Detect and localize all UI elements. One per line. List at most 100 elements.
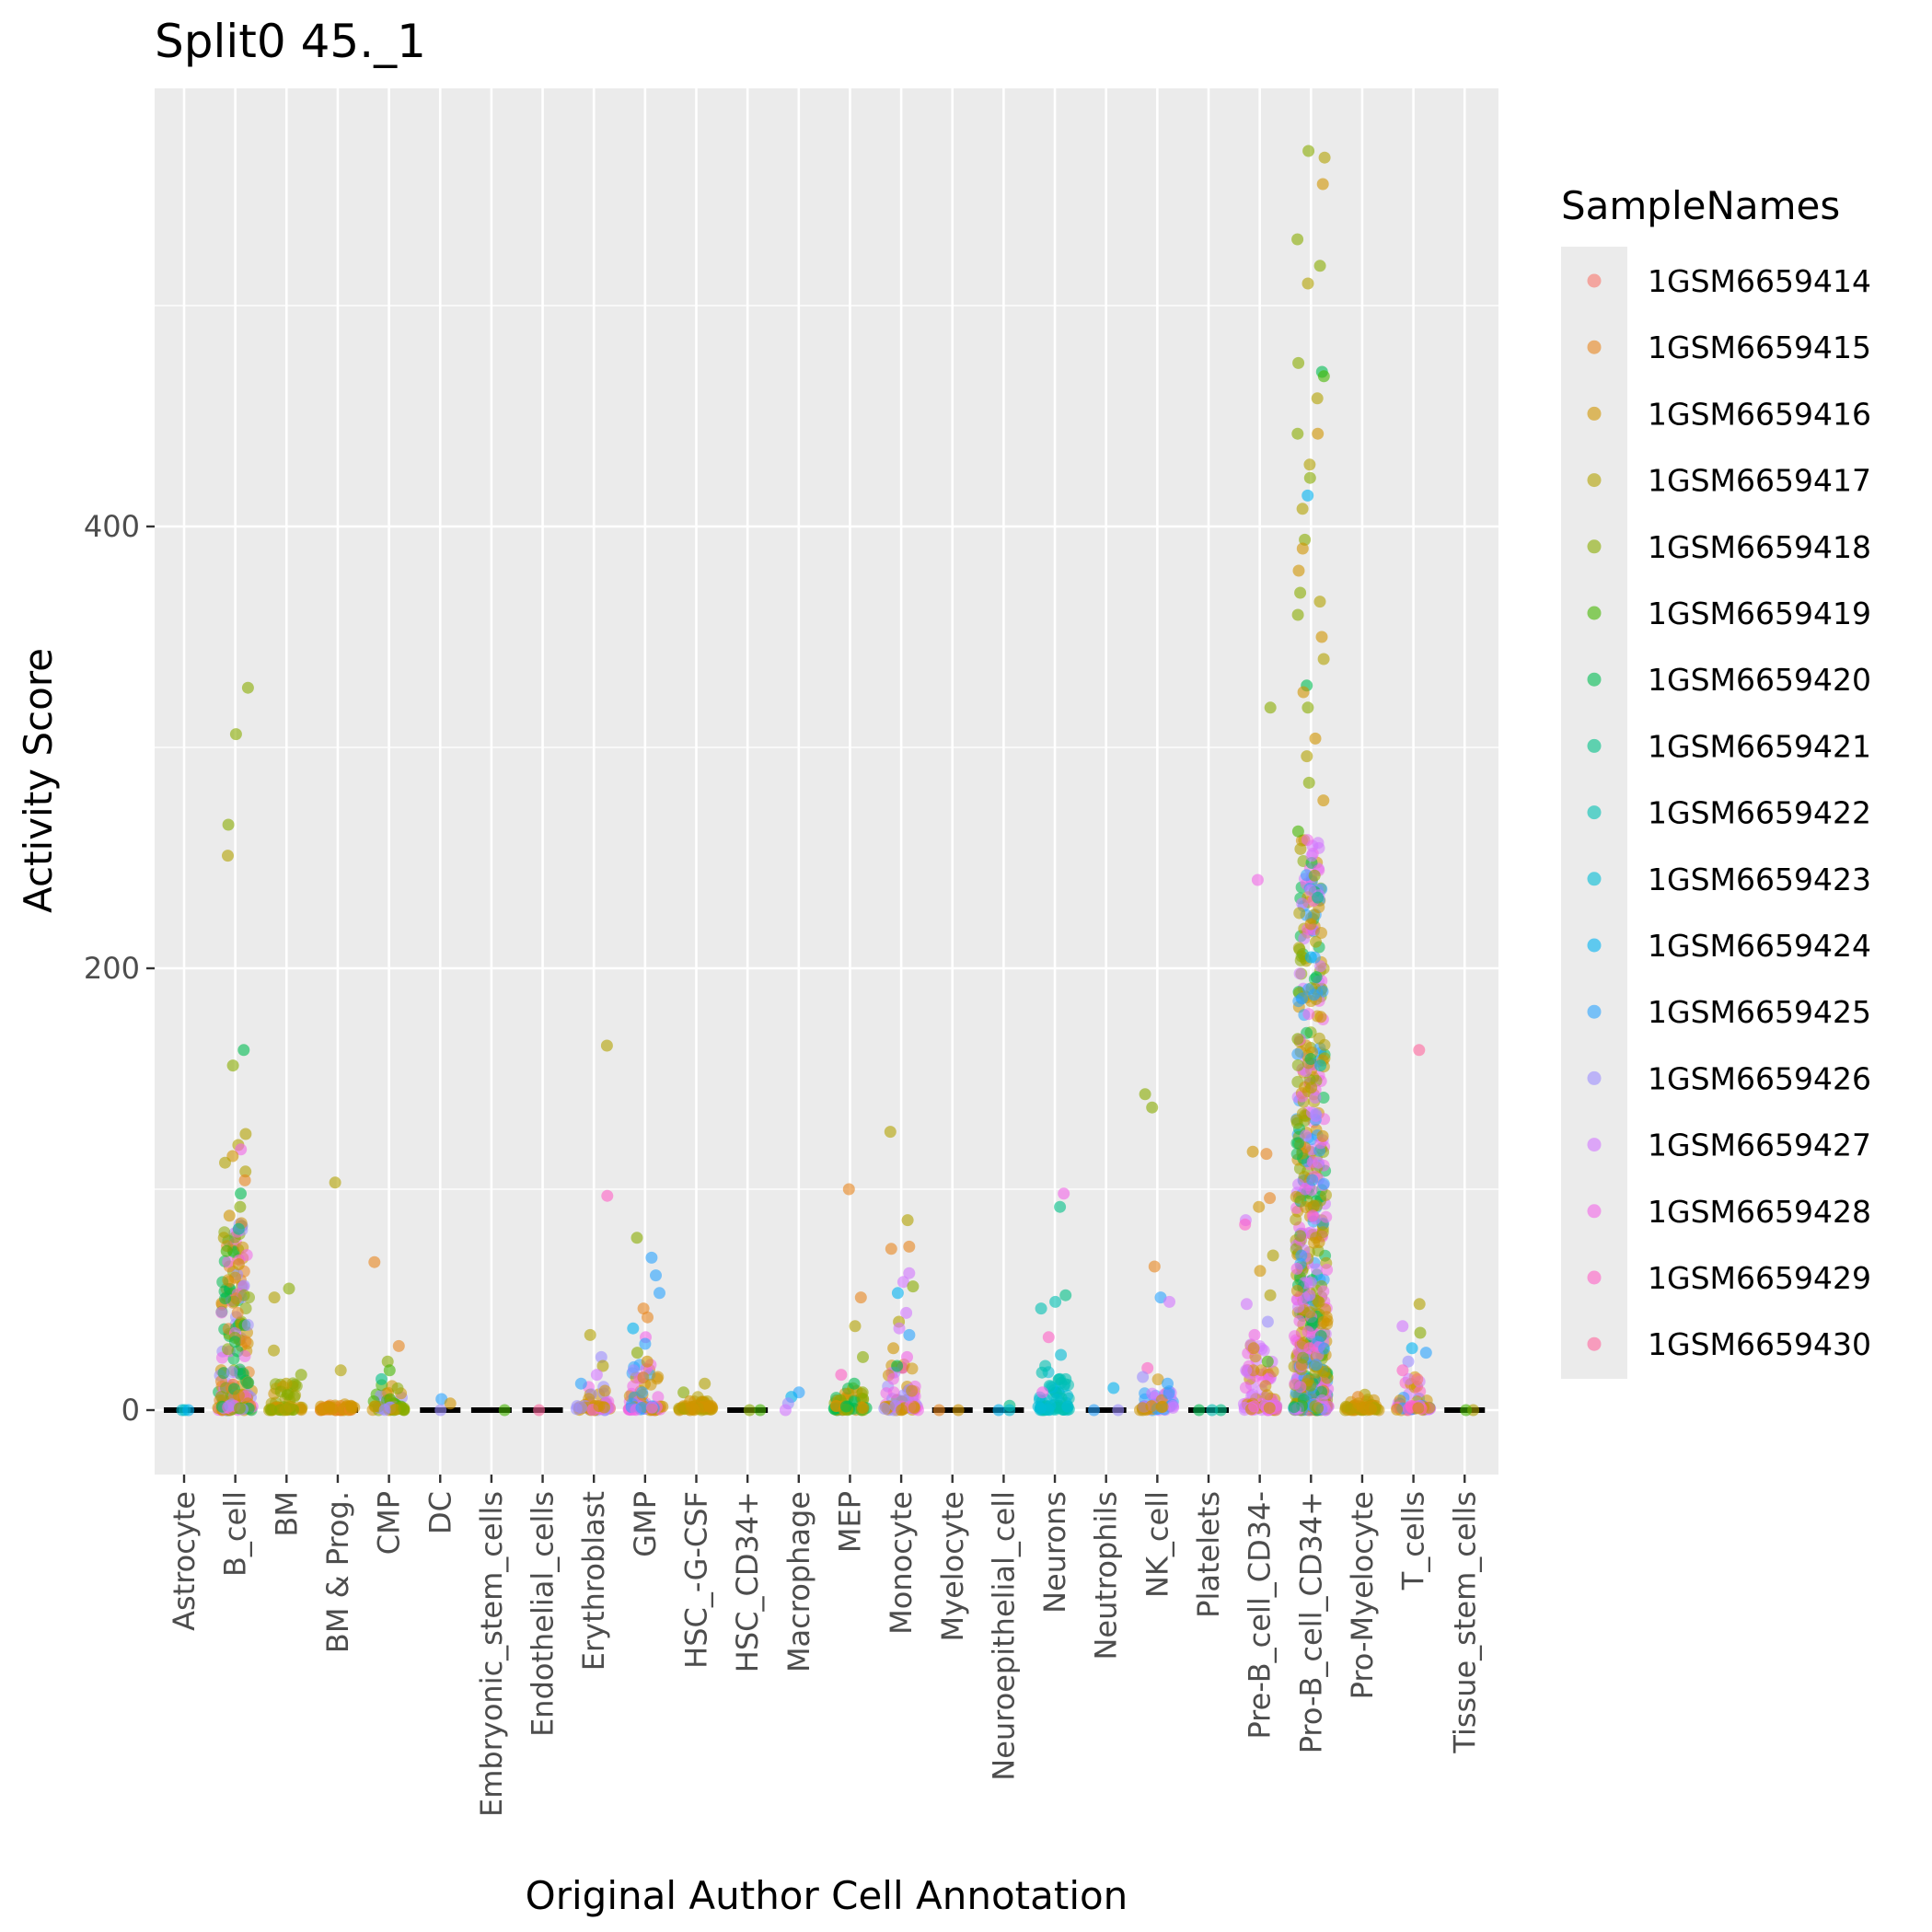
x-tick-label: Endothelial_cells (526, 1491, 561, 1737)
data-point (283, 1400, 296, 1413)
data-point (1301, 750, 1313, 763)
data-point (1312, 891, 1325, 904)
data-point (1291, 427, 1304, 440)
legend-key (1587, 738, 1602, 753)
data-point (1248, 1400, 1261, 1413)
data-point (1136, 1402, 1149, 1415)
data-point (1304, 1276, 1317, 1289)
x-tick-label: HSC_-G-CSF (679, 1491, 714, 1669)
data-point (650, 1269, 662, 1282)
data-point (1317, 1177, 1330, 1190)
data-point (1290, 1262, 1303, 1275)
data-point (636, 1386, 649, 1399)
data-point (217, 1232, 230, 1244)
x-tick-label: GMP (628, 1491, 663, 1557)
data-point (887, 1386, 900, 1399)
legend-label: 1GSM6659421 (1648, 728, 1871, 764)
data-point (235, 1187, 247, 1200)
data-point (1305, 850, 1318, 862)
legend-label: 1GSM6659414 (1648, 263, 1871, 299)
x-tick-label: Pro-B_cell_CD34+ (1293, 1491, 1328, 1753)
data-point (1301, 834, 1313, 847)
data-point (398, 1402, 411, 1415)
data-point (595, 1350, 607, 1363)
x-tick-label: B_cell (218, 1491, 253, 1577)
data-point (1296, 542, 1309, 555)
data-point (1316, 1226, 1329, 1239)
data-point (627, 1380, 640, 1393)
data-point (627, 1322, 640, 1335)
data-point (1290, 1213, 1302, 1226)
data-point (1167, 1401, 1179, 1414)
data-point (903, 1328, 916, 1341)
data-point (1003, 1404, 1016, 1417)
data-point (1290, 1293, 1303, 1306)
data-point (222, 850, 234, 862)
data-point (228, 1336, 241, 1348)
data-point (1293, 907, 1306, 920)
data-point (570, 1403, 583, 1416)
data-point (893, 1322, 906, 1335)
data-point (1315, 927, 1327, 939)
data-point (1058, 1187, 1070, 1200)
chart-title: Split0 45._1 (155, 15, 426, 68)
data-point (906, 1362, 919, 1375)
legend-key (1587, 805, 1602, 820)
data-point (222, 818, 235, 831)
x-tick-label: Neuroepithelial_cell (986, 1491, 1021, 1781)
data-point (1396, 1364, 1409, 1377)
data-point (1054, 1200, 1067, 1213)
data-point (699, 1377, 711, 1390)
data-point (241, 681, 254, 694)
data-point (1318, 1366, 1331, 1378)
data-point (1412, 1402, 1425, 1415)
data-point (1315, 631, 1328, 643)
data-point (323, 1400, 335, 1413)
data-point (642, 1311, 654, 1324)
data-point (884, 1126, 897, 1139)
data-point (265, 1404, 277, 1417)
data-point (238, 1350, 251, 1362)
data-point (900, 1306, 913, 1319)
data-point (1059, 1289, 1072, 1301)
data-point (932, 1404, 945, 1417)
data-point (1320, 1188, 1332, 1201)
data-point (1294, 1230, 1307, 1243)
data-point (1293, 1314, 1306, 1327)
y-tick-label: 0 (121, 1393, 140, 1428)
data-point (1312, 1402, 1325, 1415)
data-point (645, 1401, 658, 1414)
data-point (839, 1400, 852, 1413)
data-point (222, 1255, 235, 1268)
x-tick-label: NK_cell (1140, 1491, 1174, 1598)
data-point (903, 1240, 916, 1253)
data-point (1301, 701, 1314, 714)
data-point (906, 1384, 919, 1397)
data-point (391, 1382, 404, 1394)
data-point (1294, 954, 1307, 966)
data-point (631, 1347, 643, 1359)
data-point (1391, 1403, 1404, 1416)
data-point (1305, 1082, 1318, 1094)
data-point (1310, 1359, 1323, 1371)
data-point (1253, 1200, 1266, 1213)
data-point (992, 1404, 1005, 1417)
data-point (1365, 1403, 1378, 1416)
x-tick-label: Myelocyte (935, 1491, 970, 1641)
data-point (1402, 1372, 1415, 1385)
data-point (1059, 1372, 1072, 1385)
data-point (344, 1399, 357, 1412)
data-point (329, 1176, 341, 1189)
legend: 1GSM6659414 1GSM6659415 1GSM6659416 1GSM665… (1587, 263, 1871, 1362)
data-point (1303, 471, 1316, 484)
legend-label: 1GSM6659423 (1648, 862, 1871, 897)
x-tick-label: Tissue_stem_cells (1447, 1491, 1482, 1754)
data-point (1307, 1316, 1320, 1329)
legend-key (1587, 1270, 1602, 1285)
data-point (241, 1318, 254, 1331)
data-point (1289, 1330, 1301, 1343)
data-point (1145, 1400, 1158, 1413)
x-tick-label: Monocyte (884, 1491, 919, 1635)
data-point (1317, 1285, 1330, 1298)
